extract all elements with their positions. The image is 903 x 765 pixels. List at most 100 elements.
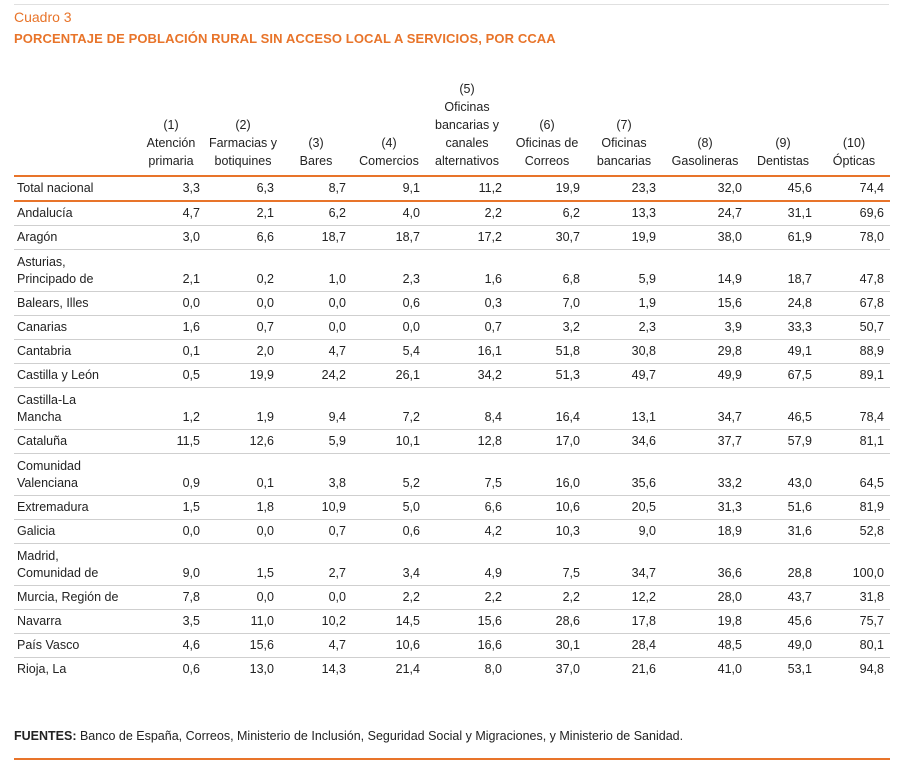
column-header-line: (10) — [842, 136, 866, 150]
table-cell: 37,0 — [508, 657, 586, 681]
table-cell: 16,1 — [426, 339, 508, 364]
table-cell: 53,1 — [748, 657, 818, 681]
table-cell: 49,7 — [586, 363, 662, 388]
table-cell: 0,7 — [426, 315, 508, 340]
table-cell: 1,2 — [136, 387, 206, 430]
column-header-line: alternativos — [435, 154, 499, 168]
table-cell: 30,7 — [508, 225, 586, 250]
table-cell: 67,8 — [818, 291, 890, 316]
table-caption: Cuadro 3 — [14, 9, 72, 25]
table-cell: 2,2 — [352, 585, 426, 610]
table-row: Asturias, Principado de 2,1 0,2 1,0 2,3 1,6 6,8… — [14, 249, 890, 292]
table-cell: 41,0 — [662, 657, 748, 681]
row-label-line: Castilla-La — [17, 393, 77, 407]
row-label: Murcia, Región de — [14, 585, 136, 610]
table-cell: 51,8 — [508, 339, 586, 364]
row-label-line: Rioja, La — [17, 662, 67, 676]
table-cell: 45,6 — [748, 609, 818, 634]
table-row: Castilla-La Mancha 1,2 1,9 9,4 7,2 8,4 16,4 13,1… — [14, 387, 890, 430]
table-cell: 23,3 — [586, 175, 662, 202]
table-cell: 0,2 — [206, 249, 280, 292]
table-cell: 0,0 — [136, 519, 206, 544]
table-cell: 24,7 — [662, 200, 748, 226]
table-cell: 100,0 — [818, 543, 890, 586]
table-cell: 17,8 — [586, 609, 662, 634]
row-label-line: Valenciana — [17, 476, 78, 490]
row-label-line: Comunidad — [17, 459, 81, 473]
table-cell: 3,2 — [508, 315, 586, 340]
table-cell: 1,0 — [280, 249, 352, 292]
table-cell: 7,0 — [508, 291, 586, 316]
row-label-line: Cataluña — [17, 434, 68, 448]
column-header-line: bancarias y — [435, 118, 499, 132]
column-header-line: bancarias — [596, 154, 652, 168]
table-cell: 0,0 — [136, 291, 206, 316]
table-cell: 2,1 — [136, 249, 206, 292]
column-header-line: Oficinas — [601, 136, 647, 150]
table-cell: 6,2 — [280, 200, 352, 226]
row-label-line: País Vasco — [17, 638, 80, 652]
table-cell: 21,4 — [352, 657, 426, 681]
table-cell: 12,8 — [426, 429, 508, 454]
table-cell: 81,1 — [818, 429, 890, 454]
table-cell: 2,7 — [280, 543, 352, 586]
table-cell: 19,9 — [206, 363, 280, 388]
table-cell: 36,6 — [662, 543, 748, 586]
sources-note: FUENTES: Banco de España, Correos, Minis… — [14, 729, 683, 743]
table-cell: 45,6 — [748, 175, 818, 202]
table-cell: 8,0 — [426, 657, 508, 681]
column-header-6: (6) Oficinas de Correos — [508, 80, 586, 176]
row-label-line: Galicia — [17, 524, 56, 538]
table-cell: 78,0 — [818, 225, 890, 250]
table-cell: 31,3 — [662, 495, 748, 520]
table-cell: 43,7 — [748, 585, 818, 610]
table-row: Andalucía 4,7 2,1 6,2 4,0 2,2 6,2 13,3 24,7 31,1 6… — [14, 200, 890, 226]
table-cell: 1,5 — [136, 495, 206, 520]
table-cell: 2,2 — [426, 585, 508, 610]
row-label-line: Madrid, — [17, 549, 59, 563]
row-label: Asturias, Principado de — [14, 249, 136, 292]
table-cell: 49,1 — [748, 339, 818, 364]
column-header-line: Farmacias y — [208, 136, 278, 150]
table-cell: 0,6 — [352, 291, 426, 316]
table-cell: 34,2 — [426, 363, 508, 388]
table-cell: 34,7 — [586, 543, 662, 586]
row-label-line: Navarra — [17, 614, 62, 628]
row-label-line: Extremadura — [17, 500, 89, 514]
table-cell: 13,1 — [586, 387, 662, 430]
table-cell: 34,7 — [662, 387, 748, 430]
column-header-line: (4) — [381, 136, 397, 150]
table-row: Cantabria 0,1 2,0 4,7 5,4 16,1 51,8 30,8 29,8 49,… — [14, 339, 890, 364]
table-cell: 9,0 — [586, 519, 662, 544]
table-cell: 52,8 — [818, 519, 890, 544]
table-cell: 31,1 — [748, 200, 818, 226]
table-cell: 69,6 — [818, 200, 890, 226]
table-cell: 1,5 — [206, 543, 280, 586]
table-cell: 49,0 — [748, 633, 818, 658]
table-cell: 11,0 — [206, 609, 280, 634]
table-cell: 50,7 — [818, 315, 890, 340]
table-cell: 49,9 — [662, 363, 748, 388]
table-row: Cataluña 11,5 12,6 5,9 10,1 12,8 17,0 34,6 37,7 5… — [14, 429, 890, 454]
table-cell: 6,6 — [206, 225, 280, 250]
table-cell: 18,9 — [662, 519, 748, 544]
table-cell: 81,9 — [818, 495, 890, 520]
row-label-line: Castilla y León — [17, 368, 99, 382]
table-row: Comunidad Valenciana 0,9 0,1 3,8 5,2 7,5 16,0 35… — [14, 453, 890, 496]
table-cell: 18,7 — [280, 225, 352, 250]
table-cell: 0,1 — [136, 339, 206, 364]
table-cell: 17,0 — [508, 429, 586, 454]
table-cell: 5,2 — [352, 453, 426, 496]
table-cell: 0,6 — [352, 519, 426, 544]
column-header-line: Comercios — [359, 154, 419, 168]
table-cell: 14,5 — [352, 609, 426, 634]
column-header-10: (10) Ópticas — [818, 80, 890, 176]
column-header-4: (4) Comercios — [352, 80, 426, 176]
table-cell: 0,7 — [280, 519, 352, 544]
table-cell: 2,3 — [586, 315, 662, 340]
table-cell: 7,5 — [426, 453, 508, 496]
table-body: Total nacional 3,3 6,3 8,7 9,1 11,2 19,9 23,3 32… — [14, 175, 890, 681]
table-cell: 11,2 — [426, 175, 508, 202]
table-cell: 7,2 — [352, 387, 426, 430]
column-header-line: (2) — [235, 118, 251, 132]
